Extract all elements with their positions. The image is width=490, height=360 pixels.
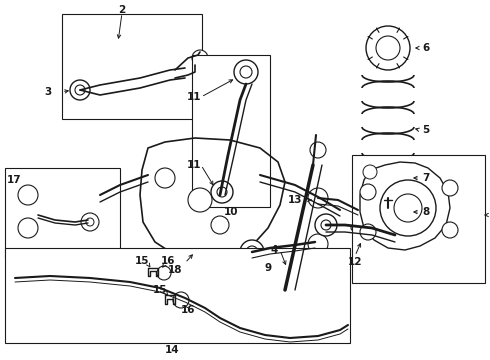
Circle shape [211, 216, 229, 234]
Text: 1: 1 [489, 210, 490, 220]
Circle shape [382, 206, 394, 218]
Circle shape [188, 188, 212, 212]
Circle shape [442, 222, 458, 238]
Text: 2: 2 [119, 5, 125, 15]
Text: 11: 11 [187, 92, 201, 102]
Bar [5, 248, 350, 343]
Circle shape [155, 168, 175, 188]
Circle shape [321, 220, 331, 230]
Text: 16: 16 [161, 256, 175, 266]
Circle shape [173, 292, 189, 308]
Text: 6: 6 [422, 43, 430, 53]
Text: 12: 12 [348, 257, 362, 267]
Circle shape [366, 26, 410, 70]
Circle shape [211, 181, 233, 203]
Circle shape [308, 188, 328, 208]
Text: 15: 15 [153, 285, 167, 295]
Text: 10: 10 [224, 207, 238, 217]
Circle shape [308, 234, 328, 254]
Text: 18: 18 [168, 265, 182, 275]
Text: 4: 4 [270, 245, 278, 255]
Circle shape [374, 198, 402, 226]
Circle shape [70, 80, 90, 100]
Text: 11: 11 [187, 160, 201, 170]
Circle shape [157, 266, 171, 280]
Text: 14: 14 [165, 345, 179, 355]
Circle shape [442, 180, 458, 196]
Text: 7: 7 [422, 173, 430, 183]
Text: 5: 5 [422, 125, 430, 135]
Circle shape [368, 158, 408, 198]
Circle shape [246, 246, 258, 258]
Circle shape [363, 165, 377, 179]
Circle shape [18, 218, 38, 238]
Text: 13: 13 [288, 195, 302, 205]
Circle shape [380, 180, 436, 236]
Circle shape [386, 226, 410, 250]
Circle shape [281, 283, 299, 301]
Circle shape [360, 184, 376, 200]
Circle shape [360, 224, 376, 240]
Circle shape [240, 240, 264, 264]
Text: 8: 8 [422, 207, 430, 217]
Circle shape [394, 194, 422, 222]
Circle shape [240, 66, 252, 78]
Circle shape [234, 60, 258, 84]
Circle shape [18, 185, 38, 205]
Circle shape [75, 85, 85, 95]
Circle shape [315, 214, 337, 236]
Text: 17: 17 [7, 175, 21, 185]
Bar [352, 155, 485, 283]
Bar [192, 55, 270, 207]
Bar [62, 14, 202, 119]
Circle shape [217, 187, 227, 197]
Circle shape [376, 36, 400, 60]
Circle shape [310, 142, 326, 158]
Circle shape [192, 50, 208, 66]
Text: 15: 15 [135, 256, 149, 266]
Circle shape [86, 218, 94, 226]
Circle shape [81, 213, 99, 231]
Bar [5, 168, 120, 258]
Text: 16: 16 [181, 305, 195, 315]
Text: 9: 9 [265, 263, 271, 273]
Text: 3: 3 [45, 87, 51, 97]
